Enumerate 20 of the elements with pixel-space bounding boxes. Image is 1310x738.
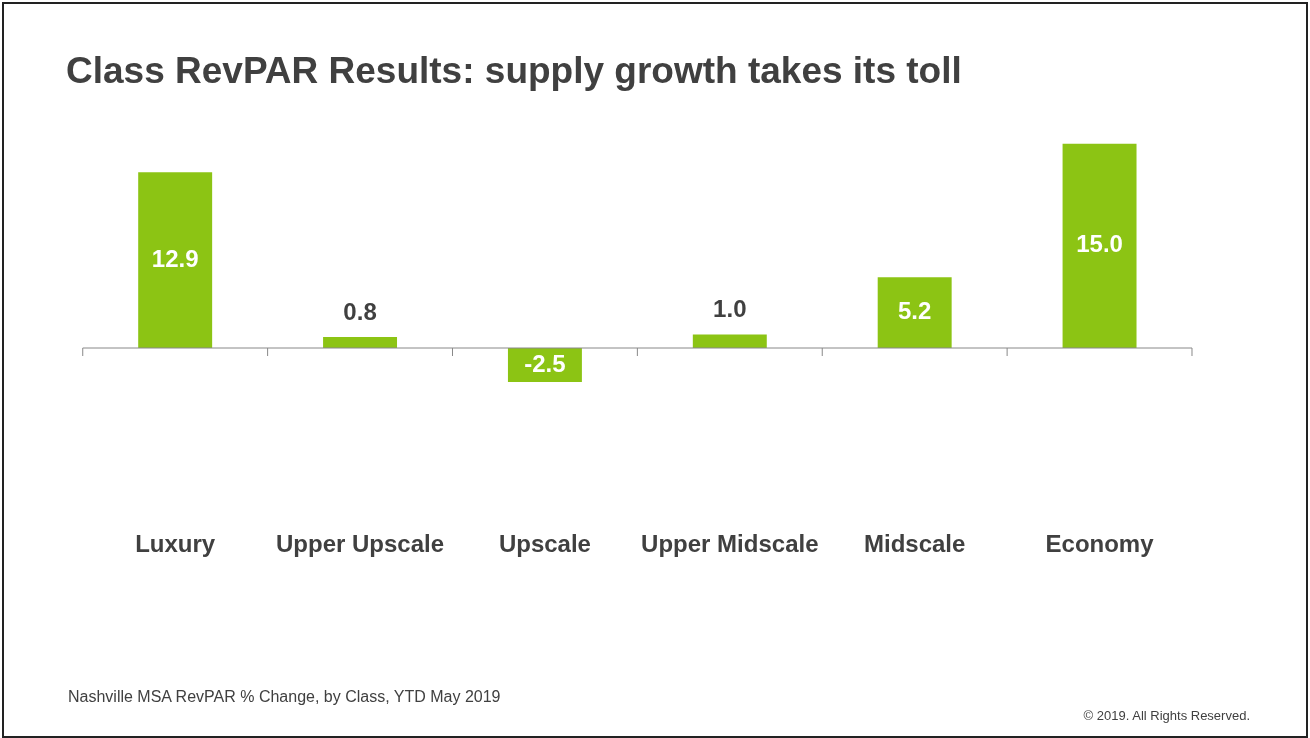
x-tick-label: Upper Midscale xyxy=(641,529,819,557)
chart-title: Class RevPAR Results: supply growth takes its toll xyxy=(66,50,962,92)
x-tick-label: Upscale xyxy=(498,529,591,557)
x-tick-label: Midscale xyxy=(863,529,966,557)
bar xyxy=(877,277,952,348)
x-tick-label: Luxury xyxy=(135,529,216,557)
text: Nashville MSA RevPAR % Change, by Class, YTD May 2019 xyxy=(68,688,501,706)
data-label: 5.2 xyxy=(897,297,932,325)
x-tick-label: Upper Upscale xyxy=(276,529,445,557)
x-tick-label: Economy xyxy=(1045,529,1155,557)
data-label: 15.0 xyxy=(1076,230,1123,258)
bar xyxy=(323,337,398,348)
data-label: 12.9 xyxy=(151,244,199,272)
bar xyxy=(138,172,213,348)
data-label: 0.8 xyxy=(343,297,377,325)
data-label: 1.0 xyxy=(713,295,747,322)
bar xyxy=(1062,143,1137,348)
bar xyxy=(692,334,767,348)
text: © 2019. All Rights Reserved. xyxy=(1083,708,1250,723)
data-label: -2.5 xyxy=(524,349,566,377)
